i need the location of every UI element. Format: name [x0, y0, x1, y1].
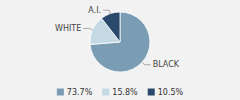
legend-label: 10.5%: [158, 88, 184, 97]
pie-slice: [90, 12, 150, 72]
slice-label: WHITE: [55, 24, 81, 33]
label-connector: [103, 10, 110, 13]
slice-label: A.I.: [88, 6, 101, 15]
legend-label: 15.8%: [112, 88, 138, 97]
legend-label: 73.7%: [67, 88, 93, 97]
legend-swatch: [57, 89, 64, 96]
slice-labels: BLACK WHITE A.I.: [55, 6, 180, 70]
chart: BLACK WHITE A.I. 73.7% 15.8% 10.5%: [0, 0, 240, 100]
legend-swatch: [148, 89, 155, 96]
slice-label: BLACK: [153, 60, 180, 69]
label-connector: [142, 62, 151, 64]
pie-slice: [102, 12, 120, 42]
legend: 73.7% 15.8% 10.5%: [57, 88, 184, 97]
label-connector: [83, 28, 92, 29]
slices: [90, 12, 150, 72]
legend-swatch: [102, 89, 109, 96]
